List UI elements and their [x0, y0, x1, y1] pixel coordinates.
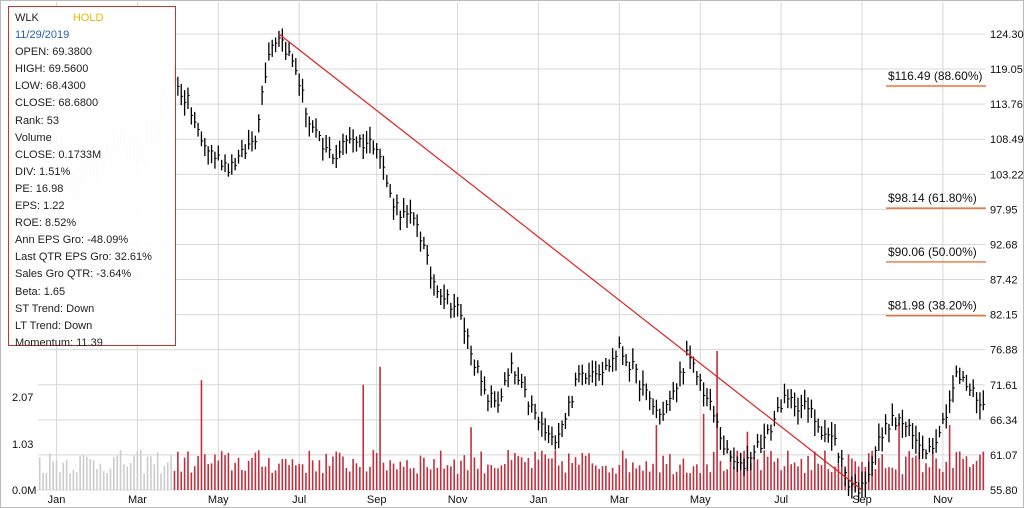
- info-row: LT Trend: Down: [15, 319, 93, 332]
- trendline: [278, 33, 863, 491]
- x-tick-label: Mar: [610, 494, 629, 506]
- price-tick-label: 119.05: [990, 64, 1023, 76]
- axis-labels: 124.30 119.05 113.76 108.49 103.22 97.95 92.68…: [12, 29, 1024, 506]
- volume-tick-label: 1.03: [12, 439, 33, 451]
- info-row: DIV: 1.51%: [15, 165, 71, 178]
- fib-level-label: $98.14 (61.80%): [888, 191, 977, 205]
- x-tick-label: May: [690, 494, 711, 506]
- info-panel: WLK HOLD 11/29/2019 OPEN: 69.3800 HIGH: 69…: [8, 6, 176, 349]
- info-row: ROE: 8.52%: [15, 217, 77, 230]
- fib-level-label: $81.98 (38.20%): [888, 299, 977, 313]
- x-tick-label: Jul: [292, 494, 306, 506]
- fibonacci-levels: $116.49 (88.60%) $98.14 (61.80%) $90.06 (5…: [886, 69, 986, 317]
- price-tick-label: 66.34: [990, 415, 1018, 427]
- price-tick-label: 61.07: [990, 450, 1018, 462]
- info-row: CLOSE: 68.6800: [15, 97, 99, 110]
- info-row: HIGH: 69.5600: [15, 63, 89, 76]
- volume-tick-label: 0.0M: [12, 485, 36, 497]
- info-row: OPEN: 69.3800: [15, 46, 93, 59]
- x-tick-label: May: [208, 494, 229, 506]
- price-tick-label: 87.42: [990, 275, 1018, 287]
- price-tick-label: 82.15: [990, 310, 1018, 322]
- price-tick-label: 97.95: [990, 204, 1018, 216]
- info-rows: OPEN: 69.3800 HIGH: 69.5600 LOW: 68.4300 CL…: [15, 44, 169, 352]
- info-row: CLOSE: 0.1733M: [15, 148, 102, 161]
- info-row: PE: 16.98: [15, 182, 64, 195]
- quote-date: 11/29/2019: [15, 29, 70, 42]
- x-tick-label: Jan: [48, 494, 66, 506]
- fib-level-label: $116.49 (88.60%): [888, 69, 983, 83]
- price-tick-label: 55.80: [990, 485, 1018, 497]
- info-row: Momentum: 11.39: [15, 336, 103, 349]
- info-row: ST Trend: Down: [15, 302, 95, 315]
- price-tick-label: 124.30: [990, 29, 1024, 41]
- x-tick-label: Sep: [367, 494, 387, 506]
- info-row: Rank: 53: [15, 114, 60, 127]
- price-tick-label: 71.61: [990, 380, 1018, 392]
- ticker-row: WLK HOLD: [15, 10, 169, 27]
- x-tick-label: Sep: [852, 494, 872, 506]
- volume-bars: [38, 351, 985, 490]
- info-row: Volume: [15, 131, 52, 144]
- trendline-layer: [278, 33, 863, 491]
- price-tick-label: 76.88: [990, 345, 1018, 357]
- fib-level-label: $90.06 (50.00%): [888, 245, 977, 259]
- price-tick-label: 108.49: [990, 134, 1024, 146]
- rating-badge: HOLD: [72, 12, 104, 24]
- info-row: EPS: 1.22: [15, 200, 65, 213]
- info-row: LOW: 68.4300: [15, 80, 86, 93]
- x-tick-label: Mar: [128, 494, 147, 506]
- volume-tick-label: 2.07: [12, 392, 33, 404]
- ticker-symbol: WLK: [15, 12, 39, 24]
- x-tick-label: Jan: [530, 494, 548, 506]
- x-tick-label: Nov: [448, 494, 468, 506]
- info-row: Sales Gro QTR: -3.64%: [15, 268, 132, 281]
- grid-lines: [38, 2, 985, 491]
- price-tick-label: 92.68: [990, 239, 1018, 251]
- info-row: Beta: 1.65: [15, 285, 66, 298]
- x-tick-label: Nov: [933, 494, 953, 506]
- x-tick-label: Jul: [774, 494, 788, 506]
- info-row: Last QTR EPS Gro: 32.61%: [15, 251, 152, 264]
- price-tick-label: 103.22: [990, 169, 1024, 181]
- info-row: Ann EPS Gro: -48.09%: [15, 234, 129, 247]
- price-tick-label: 113.76: [990, 99, 1023, 111]
